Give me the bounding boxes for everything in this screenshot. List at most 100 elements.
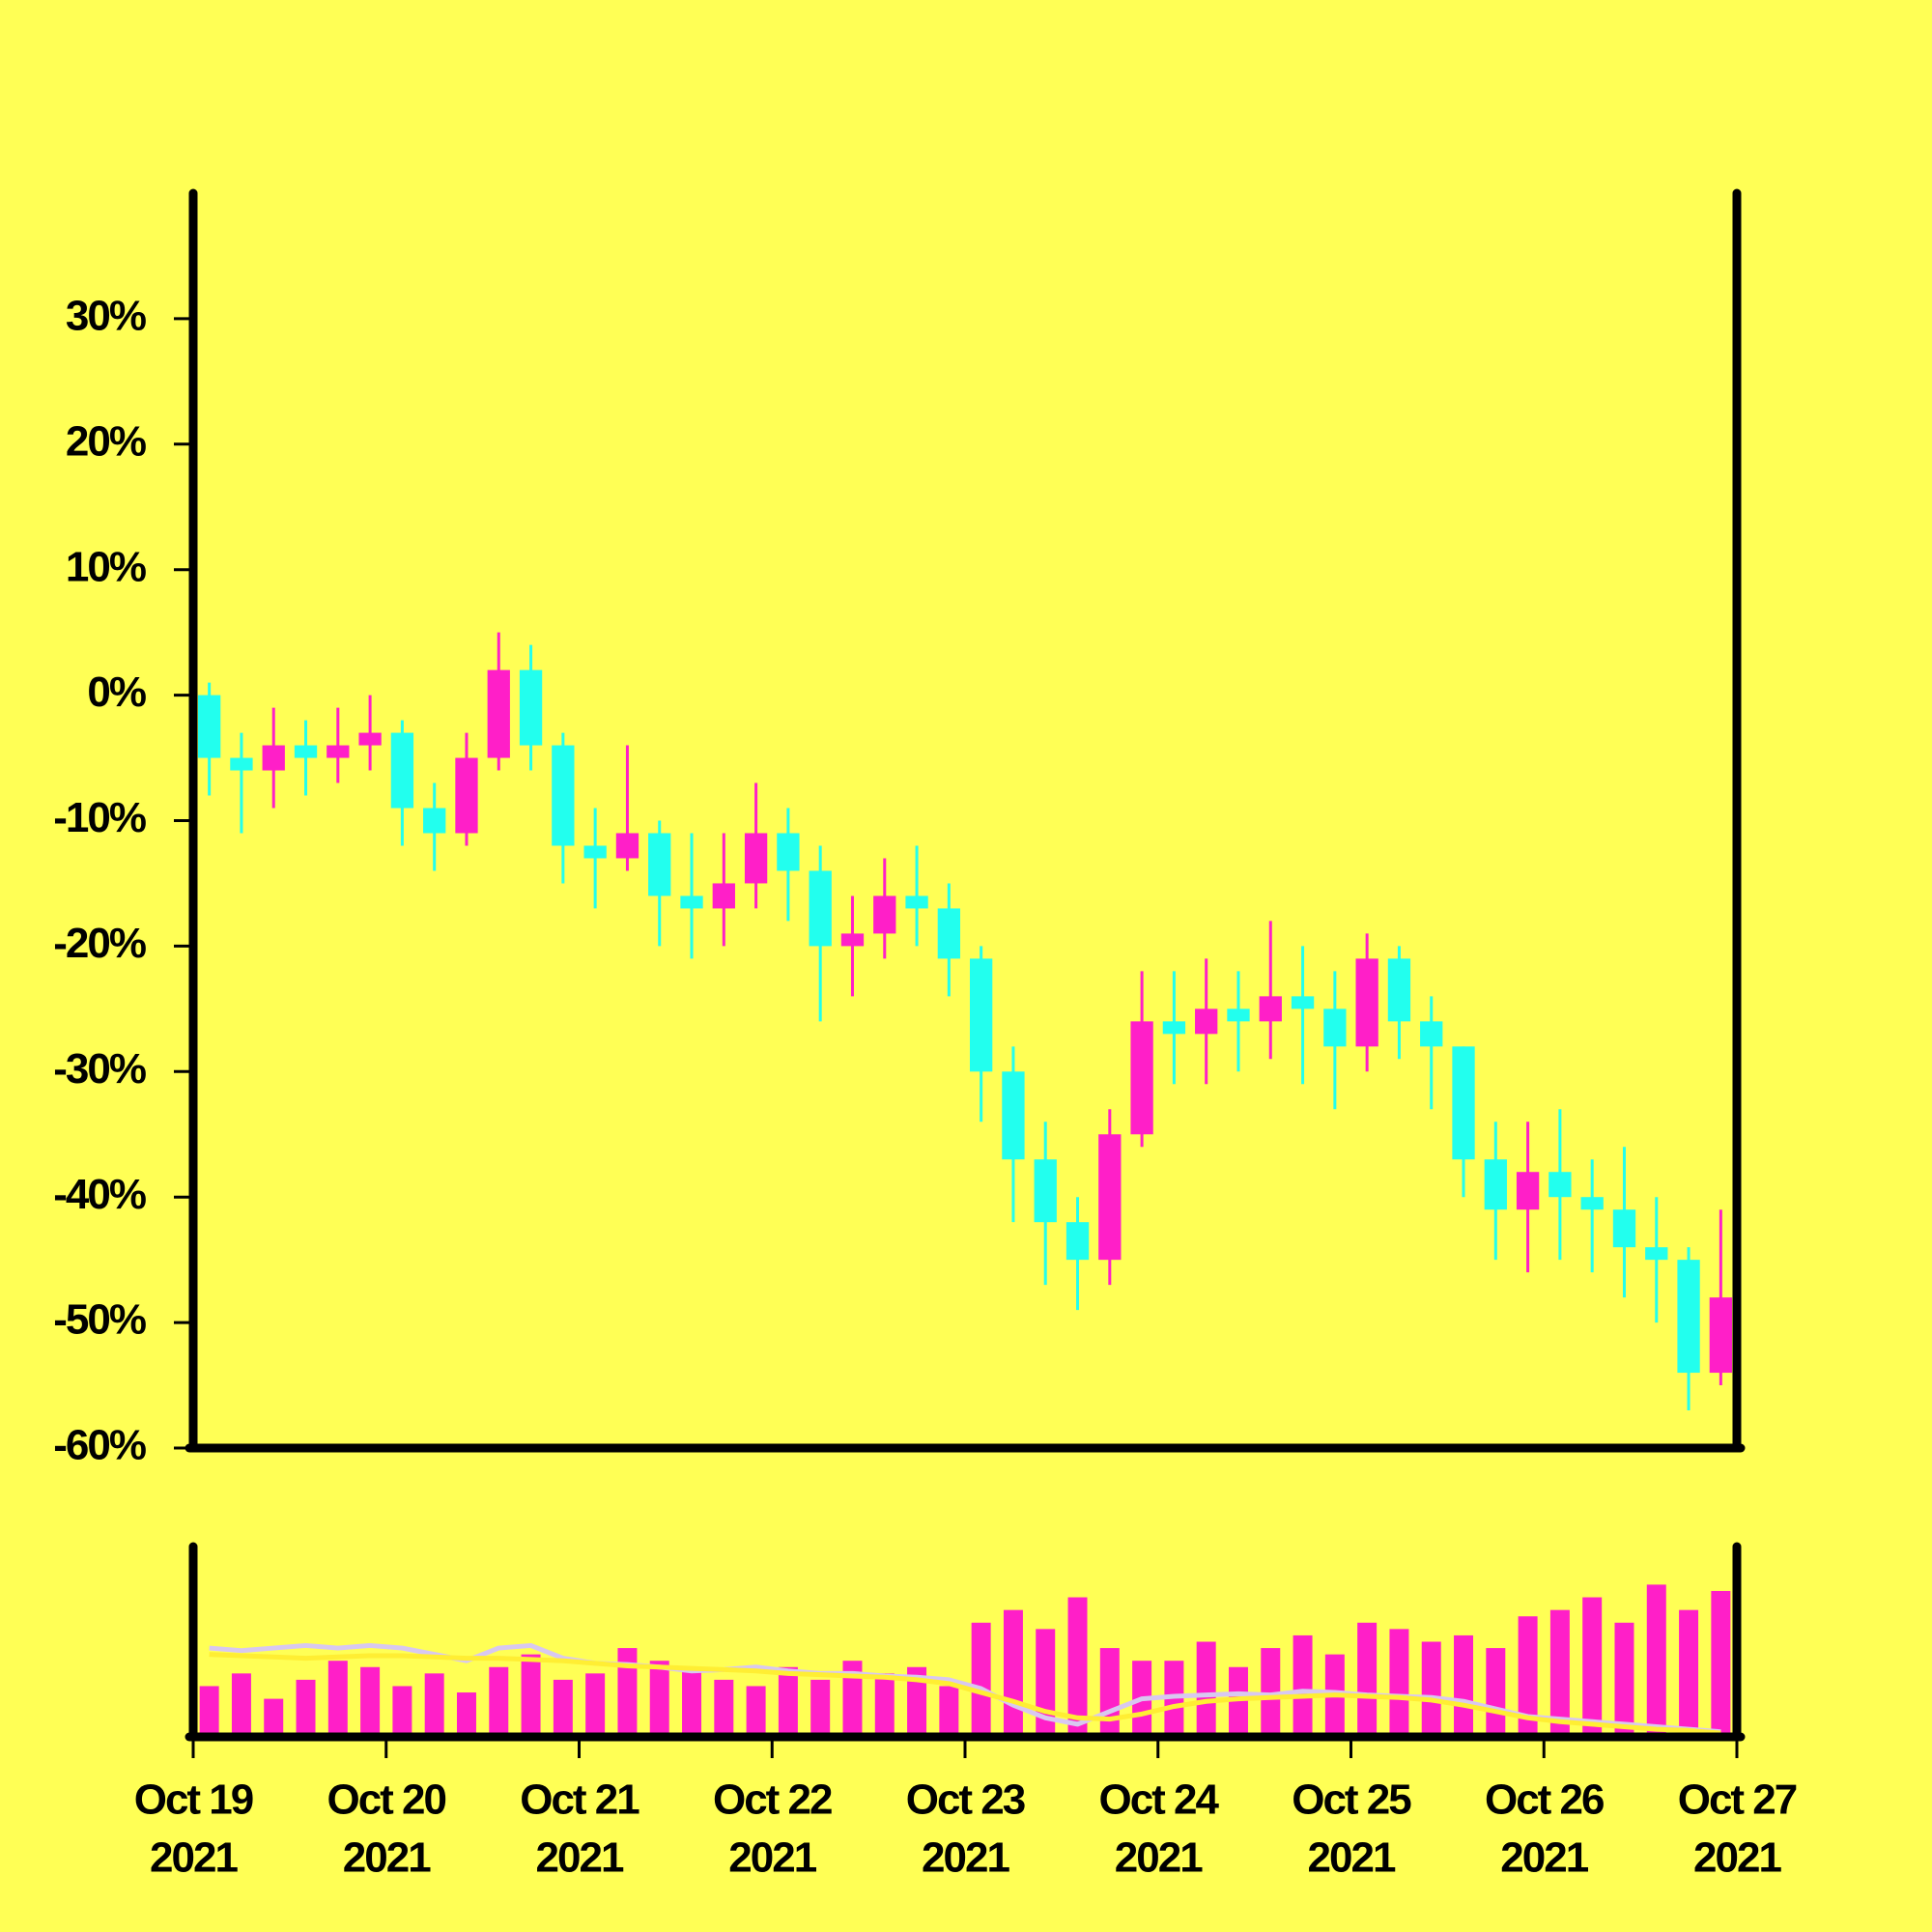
candle-body [390,732,414,809]
candle [905,845,928,947]
volume-bar [1261,1648,1281,1737]
volume-bar [746,1686,766,1737]
candle [327,707,350,783]
candle-body [327,745,350,758]
candle-body [1709,1297,1733,1374]
candle [1548,1109,1572,1261]
volume-bar [1421,1641,1441,1737]
volume-bar [296,1679,316,1737]
candle-body [197,695,221,758]
volume-bar [1582,1597,1603,1737]
candle-body [423,808,446,834]
volume-bar [456,1692,476,1737]
candle [423,782,446,871]
candle-body [552,745,575,846]
candle [1355,933,1378,1072]
candle [1645,1197,1668,1323]
volume-bar [907,1666,927,1737]
candle-body [1065,1222,1090,1261]
y-tick-label: -10% [53,794,146,841]
candle-body [1259,996,1282,1022]
volume-bar [1196,1641,1216,1737]
volume-bar [1711,1590,1731,1737]
volume-bar [489,1666,509,1737]
volume-bar [1389,1629,1409,1737]
candle [1130,971,1153,1148]
candle [777,808,800,922]
candle-body [519,669,543,746]
volume-bar [585,1673,606,1737]
candle-body [1130,1021,1153,1135]
volume-bar [1003,1609,1023,1737]
candle-body [1645,1247,1668,1261]
volume-bar [1164,1661,1184,1737]
candle-body [1484,1159,1507,1210]
candle-body [744,833,768,884]
candle [1323,971,1347,1110]
candle-body [294,745,318,758]
candle-body [1355,958,1378,1047]
volume-bar [1357,1622,1378,1737]
x-tick-label: 2021 [1693,1834,1781,1882]
volume-bar [1067,1597,1088,1737]
x-tick-label: 2021 [536,1834,624,1882]
candle [1452,1046,1475,1198]
volume-bar [1486,1648,1506,1737]
x-tick-label: 2021 [1308,1834,1396,1882]
candle-body [1387,958,1411,1022]
y-tick-label: 10% [66,543,146,590]
candle [230,732,253,834]
y-tick-label: -60% [53,1422,146,1469]
candle-body [615,833,639,859]
volume-bar [682,1666,702,1737]
y-tick-label: 0% [87,668,145,716]
candle [390,720,414,846]
candle-body [1162,1021,1186,1035]
volume-bar [424,1673,444,1737]
candle [1195,958,1218,1085]
volume-bar [971,1622,991,1737]
y-tick-label: -40% [53,1171,146,1218]
x-tick-label: Oct 22 [713,1776,832,1824]
volume-bar [392,1686,412,1737]
candle [1709,1209,1733,1386]
candle-body [648,833,671,896]
candle-body [905,895,928,909]
candle [455,732,478,846]
candle [1034,1122,1057,1286]
volume-bar [327,1661,348,1737]
x-tick-label: 2021 [728,1834,816,1882]
volume-bar [1549,1609,1570,1737]
candle-body [262,745,285,771]
x-tick-label: 2021 [922,1834,1009,1882]
candle [1259,921,1282,1060]
candle [197,682,221,796]
candle-body [969,958,993,1072]
candle-body [840,933,865,947]
candle [1162,971,1186,1085]
volume-bar [1454,1634,1474,1737]
volume-ma-line [209,1652,1721,1736]
candle [712,833,735,947]
volume-bar [1614,1622,1634,1737]
candle [615,745,639,871]
volume-bar [649,1661,669,1737]
candle [487,632,510,771]
volume-bar [264,1698,284,1737]
x-tick-label: Oct 25 [1292,1776,1411,1824]
candle [680,833,703,959]
candle [809,845,832,1022]
volume-bar [874,1673,895,1737]
candle [648,820,671,947]
candle-body [1195,1009,1218,1035]
x-tick-label: Oct 23 [906,1776,1025,1824]
candle-body [873,895,896,934]
candle [1484,1122,1507,1261]
candle-body [1420,1021,1443,1047]
candle [1002,1046,1025,1223]
volume-bar [1646,1584,1666,1737]
candle [969,946,993,1122]
y-tick-label: 30% [66,293,146,340]
x-tick-label: Oct 19 [134,1776,253,1824]
